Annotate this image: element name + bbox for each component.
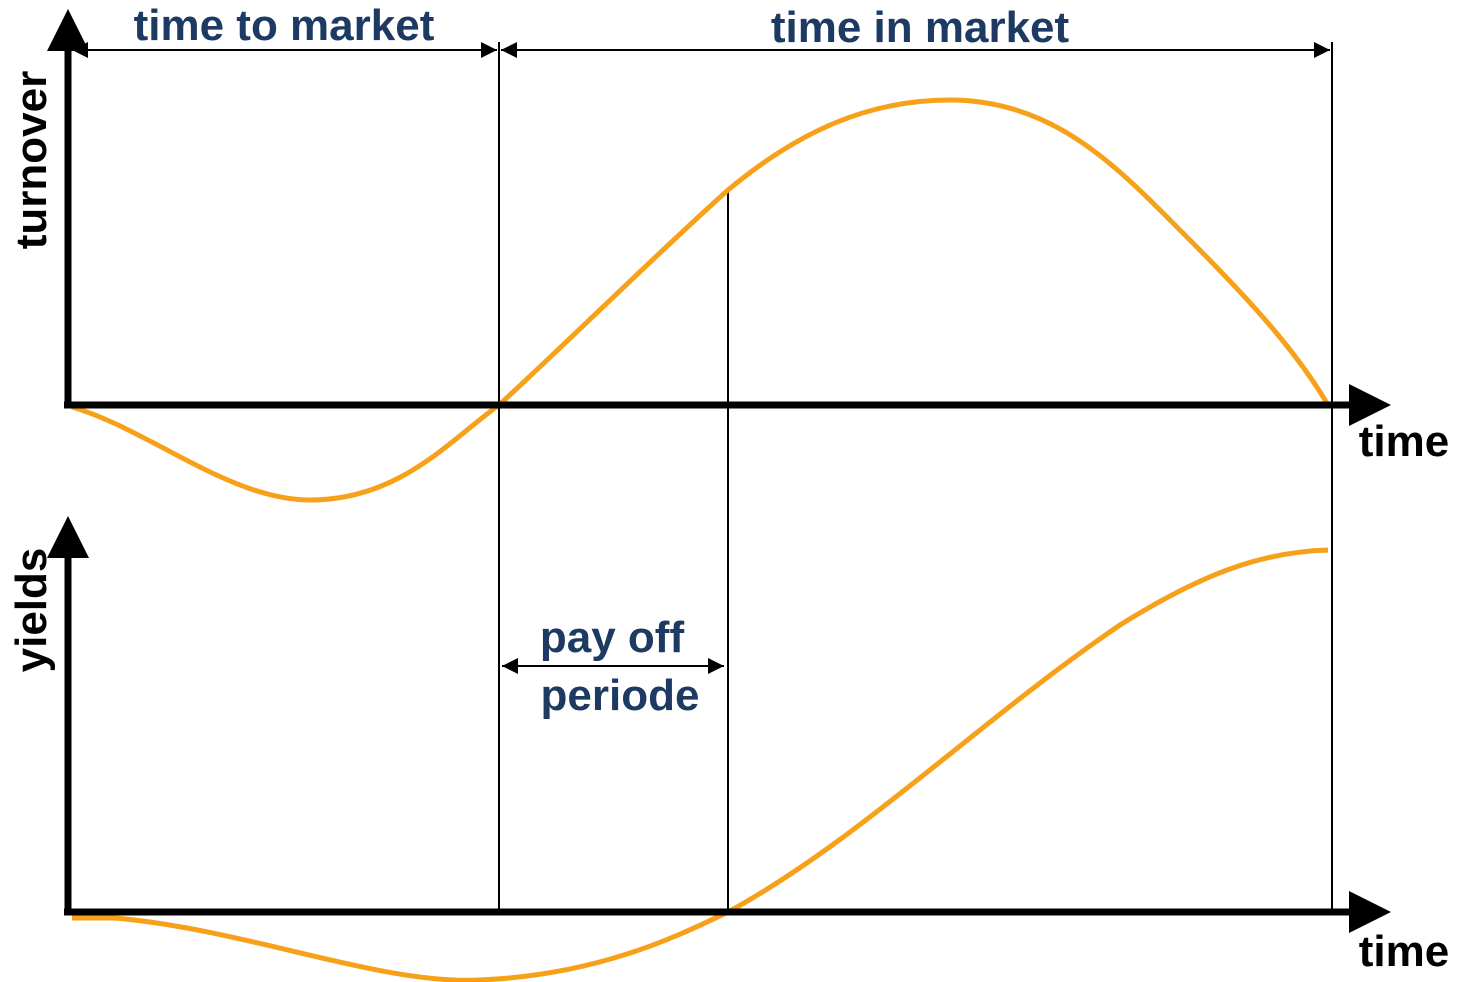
x-axis-label: time <box>1359 927 1449 976</box>
y-axis-label: turnover <box>7 71 56 249</box>
span-label: time in market <box>771 3 1070 52</box>
x-axis-label: time <box>1359 417 1449 466</box>
annotation: pay off <box>540 613 685 662</box>
span-label: time to market <box>134 1 435 50</box>
y-axis-label: yields <box>7 548 56 673</box>
yields-curve <box>72 547 1329 982</box>
turnover-curve <box>71 97 1331 503</box>
annotation: periode <box>541 671 700 720</box>
